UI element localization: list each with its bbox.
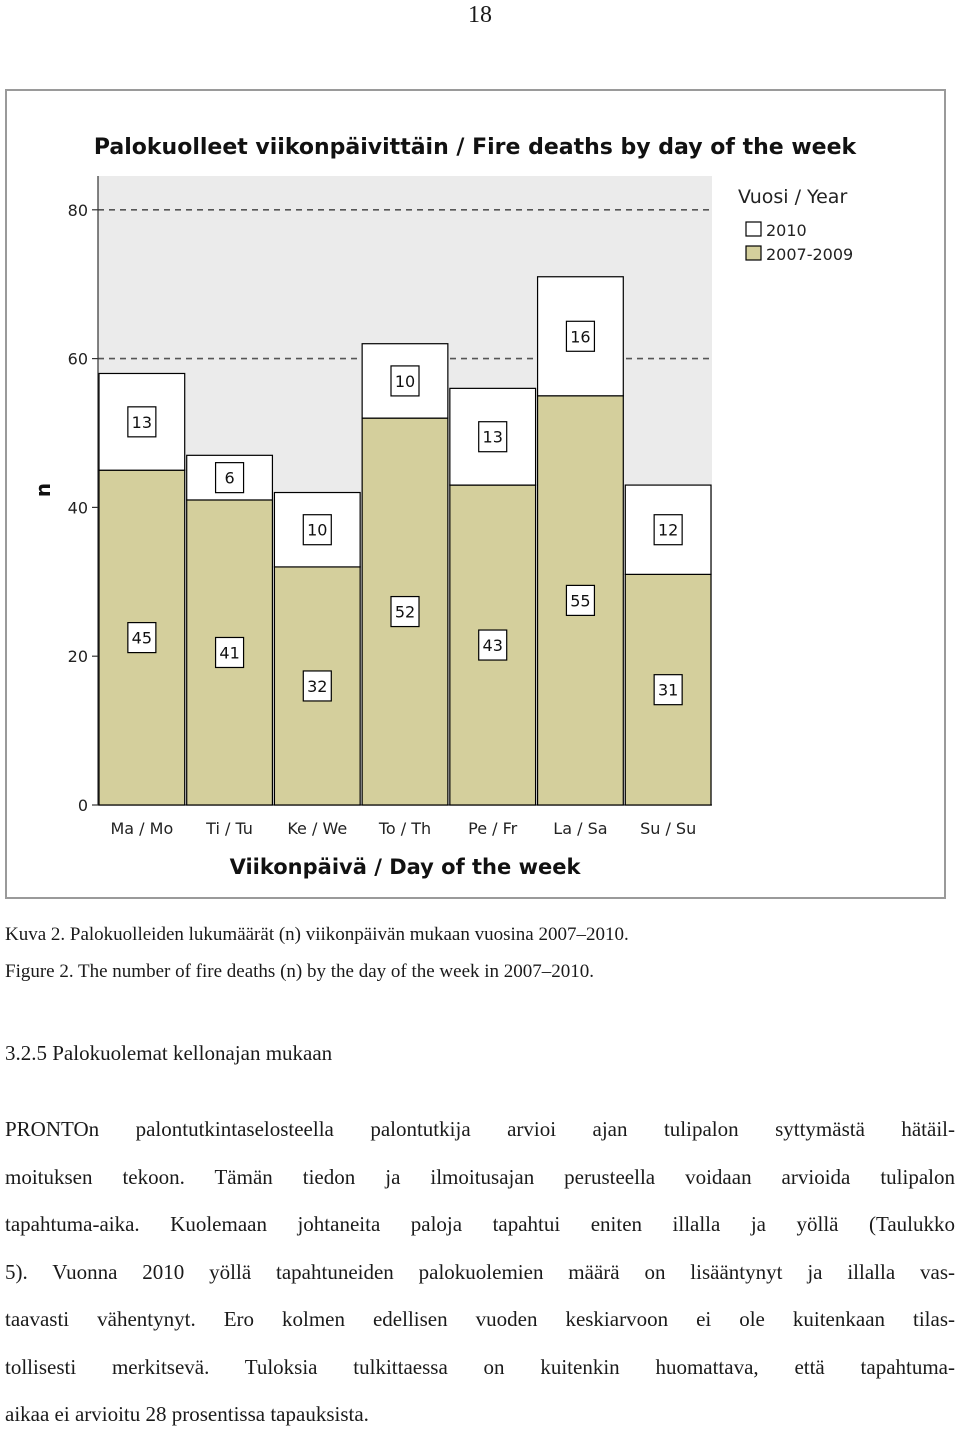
data-label-2010-box (565, 320, 596, 352)
y-axis-label: n (31, 483, 55, 497)
paragraph-line: 5). Vuonna 2010 yöllä tapahtuneiden palo… (5, 1259, 955, 1284)
data-label-2010: 16 (570, 327, 590, 346)
data-label-2010-box (653, 514, 683, 546)
y-tick-label: 40 (68, 498, 88, 517)
y-tick-label: 20 (68, 647, 88, 666)
data-label-2007-2009-box (653, 674, 683, 706)
body-paragraph: PRONTOn palontutkintaselosteella palontu… (5, 1106, 955, 1439)
figure-caption-en: Figure 2. The number of fire deaths (n) … (5, 961, 595, 982)
chart-title: Palokuolleet viikonpäivittäin / Fire dea… (94, 135, 858, 160)
x-tick-label: Ti / Tu (205, 819, 253, 838)
data-label-2010: 6 (224, 469, 234, 488)
figure-caption-fi: Kuva 2. Palokuolleiden lukumäärät (n) vi… (5, 924, 629, 945)
legend-title: Vuosi / Year (738, 186, 847, 208)
x-axis-label: Viikonpäivä / Day of the week (230, 855, 582, 879)
x-tick-label: Pe / Fr (468, 819, 518, 838)
data-label-2010-box (127, 406, 157, 438)
legend-swatch-2010 (745, 221, 762, 237)
data-label-2007-2009-box (302, 670, 332, 702)
x-tick-label: Ke / We (287, 819, 347, 838)
data-label-2007-2009: 55 (570, 591, 590, 610)
x-tick-label: Su / Su (640, 819, 696, 838)
data-label-2007-2009: 52 (395, 603, 415, 622)
paragraph-line: PRONTOn palontutkintaselosteella palontu… (5, 1117, 955, 1141)
data-label-2010-box (214, 462, 245, 494)
paragraph-line: moituksen tekoon. Tämän tiedon ja ilmoit… (5, 1164, 955, 1189)
data-label-2010: 10 (395, 372, 415, 391)
y-tick-label: 0 (78, 796, 88, 815)
x-tick-label: To / Th (378, 819, 431, 838)
data-label-2007-2009: 43 (483, 636, 503, 655)
data-label-2007-2009: 45 (132, 629, 152, 648)
data-label-2007-2009: 31 (658, 681, 678, 700)
data-label-2010-box (478, 421, 508, 453)
legend: Vuosi / Year 2010 2007-2009 (738, 186, 853, 264)
data-label-2007-2009: 32 (307, 677, 327, 696)
y-tick-label: 80 (68, 201, 88, 220)
paragraph-line: tollisesti merkitsevä. Tuloksia tulkitta… (5, 1354, 955, 1379)
data-label-2007-2009: 41 (219, 643, 239, 662)
stacked-bar-chart: 0 20 40 60 80 45 13 Ma / Mo 41 6 Ti / Tu 32 10 Ke / W… (31, 135, 858, 879)
data-label-2010: 13 (483, 428, 503, 447)
paragraph-line: aikaa ei arvioitu 28 prosentissa tapauks… (5, 1402, 369, 1426)
data-label-2010-box (302, 514, 332, 546)
data-label-2010: 12 (658, 521, 678, 540)
legend-label-2010: 2010 (766, 221, 807, 240)
paragraph-line: tapahtuma-aika. Kuolemaan johtaneita pal… (5, 1212, 955, 1236)
page-number: 18 (468, 2, 492, 28)
legend-label-2007-2009: 2007-2009 (766, 245, 853, 264)
x-tick-label: La / Sa (553, 819, 607, 838)
data-label-2007-2009-box (127, 621, 157, 654)
y-tick-label: 60 (68, 350, 88, 369)
data-label-2007-2009-box (214, 636, 245, 669)
paragraph-line: taavasti vähentynyt. Ero kolmen edellise… (5, 1307, 955, 1331)
data-label-2010: 13 (132, 413, 152, 432)
data-label-2007-2009-box (390, 595, 420, 628)
data-label-2010-box (390, 365, 420, 397)
legend-swatch-2007-2009 (745, 245, 762, 261)
data-label-2007-2009-box (565, 584, 596, 617)
data-label-2007-2009-box (478, 629, 508, 661)
x-tick-label: Ma / Mo (110, 819, 173, 838)
section-heading: 3.2.5 Palokuolemat kellonajan mukaan (5, 1041, 333, 1065)
data-label-2010: 10 (307, 521, 327, 540)
